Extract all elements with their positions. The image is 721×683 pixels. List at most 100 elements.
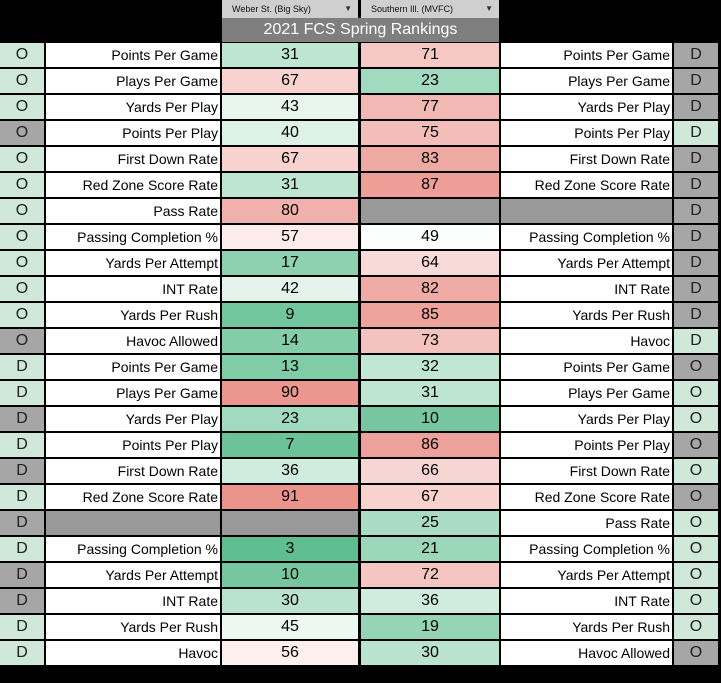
right-side-cell: D [674,95,718,119]
left-side-cell: O [0,251,44,275]
left-rank-value: 7 [222,433,358,457]
left-side-cell: O [0,121,44,145]
right-rank-value: 19 [361,615,499,639]
table-row: D 25 Pass Rate O [0,510,721,536]
left-side-cell: D [0,459,44,483]
right-side-cell: O [674,381,718,405]
table-row: O Passing Completion % 57 49 Passing Complet… [0,224,721,250]
right-stat-label: Plays Per Game [501,381,672,405]
left-side-cell: O [0,43,44,67]
right-rank-value: 32 [361,355,499,379]
table-row: D First Down Rate 36 66 First Down Rate O [0,458,721,484]
right-stat-label: Points Per Play [501,121,672,145]
right-side-cell: D [674,43,718,67]
right-side-cell: D [674,199,718,223]
right-stat-label: Plays Per Game [501,69,672,93]
right-stat-label: First Down Rate [501,459,672,483]
right-rank-value: 72 [361,563,499,587]
right-side-cell: O [674,407,718,431]
left-rank-value: 80 [222,199,358,223]
right-stat-label: Pass Rate [501,511,672,535]
left-stat-label: Pass Rate [46,199,220,223]
right-rank-value: 64 [361,251,499,275]
left-stat-label: First Down Rate [46,459,220,483]
left-rank-value [222,511,358,535]
right-stat-label: Yards Per Play [501,95,672,119]
right-stat-label: Yards Per Rush [501,303,672,327]
table-row: O Points Per Game 31 71 Points Per Game D [0,42,721,68]
right-side-cell: D [674,121,718,145]
right-stat-label: Passing Completion % [501,537,672,561]
left-rank-value: 17 [222,251,358,275]
left-rank-value: 31 [222,173,358,197]
right-side-cell: O [674,485,718,509]
left-stat-label: First Down Rate [46,147,220,171]
right-team-label: Southern Ill. (MVFC) [371,4,454,14]
rankings-table: O Points Per Game 31 71 Points Per Game D O Pla… [0,42,721,666]
triangle-down-icon: ▼ [344,4,352,13]
right-rank-value: 30 [361,641,499,665]
left-stat-label: Yards Per Attempt [46,563,220,587]
table-row: D Points Per Play 7 86 Points Per Play O [0,432,721,458]
left-side-cell: O [0,303,44,327]
table-row: D Yards Per Attempt 10 72 Yards Per Attempt O [0,562,721,588]
right-stat-label: Havoc [501,329,672,353]
left-side-cell: O [0,147,44,171]
right-rank-value: 31 [361,381,499,405]
left-side-cell: O [0,277,44,301]
left-stat-label: Yards Per Attempt [46,251,220,275]
table-row: O First Down Rate 67 83 First Down Rate D [0,146,721,172]
right-rank-value: 49 [361,225,499,249]
right-side-cell: O [674,589,718,613]
right-stat-label: Points Per Game [501,355,672,379]
right-side-cell: O [674,433,718,457]
right-stat-label: INT Rate [501,277,672,301]
right-side-cell: D [674,251,718,275]
right-stat-label: First Down Rate [501,147,672,171]
left-rank-value: 31 [222,43,358,67]
left-side-cell: D [0,615,44,639]
left-rank-value: 90 [222,381,358,405]
table-row: O Yards Per Attempt 17 64 Yards Per Attempt D [0,250,721,276]
left-side-cell: D [0,407,44,431]
right-side-cell: D [674,303,718,327]
left-side-cell: D [0,355,44,379]
right-side-cell: D [674,173,718,197]
left-side-cell: O [0,225,44,249]
table-row: O Points Per Play 40 75 Points Per Play D [0,120,721,146]
table-row: O Yards Per Rush 9 85 Yards Per Rush D [0,302,721,328]
sheet-title: 2021 FCS Spring Rankings [222,18,499,42]
left-side-cell: D [0,641,44,665]
right-rank-value: 21 [361,537,499,561]
right-stat-label: INT Rate [501,589,672,613]
table-row: D INT Rate 30 36 INT Rate O [0,588,721,614]
left-rank-value: 43 [222,95,358,119]
right-side-cell: O [674,511,718,535]
left-stat-label: Havoc [46,641,220,665]
right-side-cell: O [674,641,718,665]
left-stat-label: Yards Per Play [46,407,220,431]
right-side-cell: O [674,563,718,587]
left-side-cell: D [0,563,44,587]
right-side-cell: O [674,615,718,639]
left-stat-label: INT Rate [46,589,220,613]
table-row: D Yards Per Rush 45 19 Yards Per Rush O [0,614,721,640]
left-rank-value: 42 [222,277,358,301]
left-team-dropdown[interactable]: Weber St. (Big Sky) ▼ [222,0,358,18]
triangle-down-icon: ▼ [485,4,493,13]
left-rank-value: 56 [222,641,358,665]
right-rank-value: 23 [361,69,499,93]
left-side-cell: D [0,511,44,535]
left-rank-value: 14 [222,329,358,353]
left-rank-value: 10 [222,563,358,587]
left-stat-label [46,511,220,535]
right-rank-value: 25 [361,511,499,535]
left-stat-label: Red Zone Score Rate [46,485,220,509]
right-team-dropdown[interactable]: Southern Ill. (MVFC) ▼ [361,0,499,18]
left-side-cell: D [0,381,44,405]
left-stat-label: Points Per Game [46,355,220,379]
right-side-cell: D [674,277,718,301]
left-rank-value: 3 [222,537,358,561]
table-row: D Yards Per Play 23 10 Yards Per Play O [0,406,721,432]
right-rank-value: 71 [361,43,499,67]
